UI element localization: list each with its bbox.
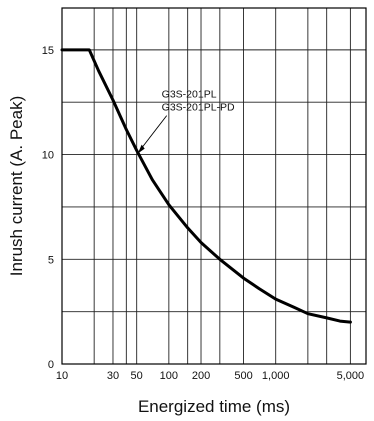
series-line [60, 48, 352, 324]
x-axis-title: Energized time (ms) [138, 397, 290, 416]
plot-frame [61, 7, 367, 365]
y-axis-title: Inrush current (A. Peak) [7, 96, 26, 276]
x-tick-label: 500 [234, 370, 252, 382]
annotation-label: G3S-201PL [162, 89, 217, 101]
x-tick-label: 100 [160, 370, 178, 382]
annotation-label: G3S-201PL-PD [162, 102, 235, 114]
x-tick-label: 5,000 [337, 370, 365, 382]
x-tick-label: 30 [107, 370, 119, 382]
y-tick-labels: 0 5 10 15 [42, 45, 54, 371]
x-tick-labels: 10 30 50 100 200 500 1,000 5,000 [56, 370, 364, 382]
series-layer [60, 48, 352, 324]
x-tick-label: 200 [192, 370, 210, 382]
annotation-leader-line [139, 115, 168, 151]
y-tick-label: 10 [42, 150, 54, 162]
x-tick-label: 1,000 [262, 370, 290, 382]
grid-lines [62, 8, 366, 364]
x-tick-label: 10 [56, 370, 68, 382]
annotation-arrowhead [137, 144, 145, 154]
y-tick-label: 0 [48, 359, 54, 371]
y-tick-label: 15 [42, 45, 54, 57]
y-tick-label: 5 [48, 254, 54, 266]
x-tick-label: 50 [131, 370, 143, 382]
